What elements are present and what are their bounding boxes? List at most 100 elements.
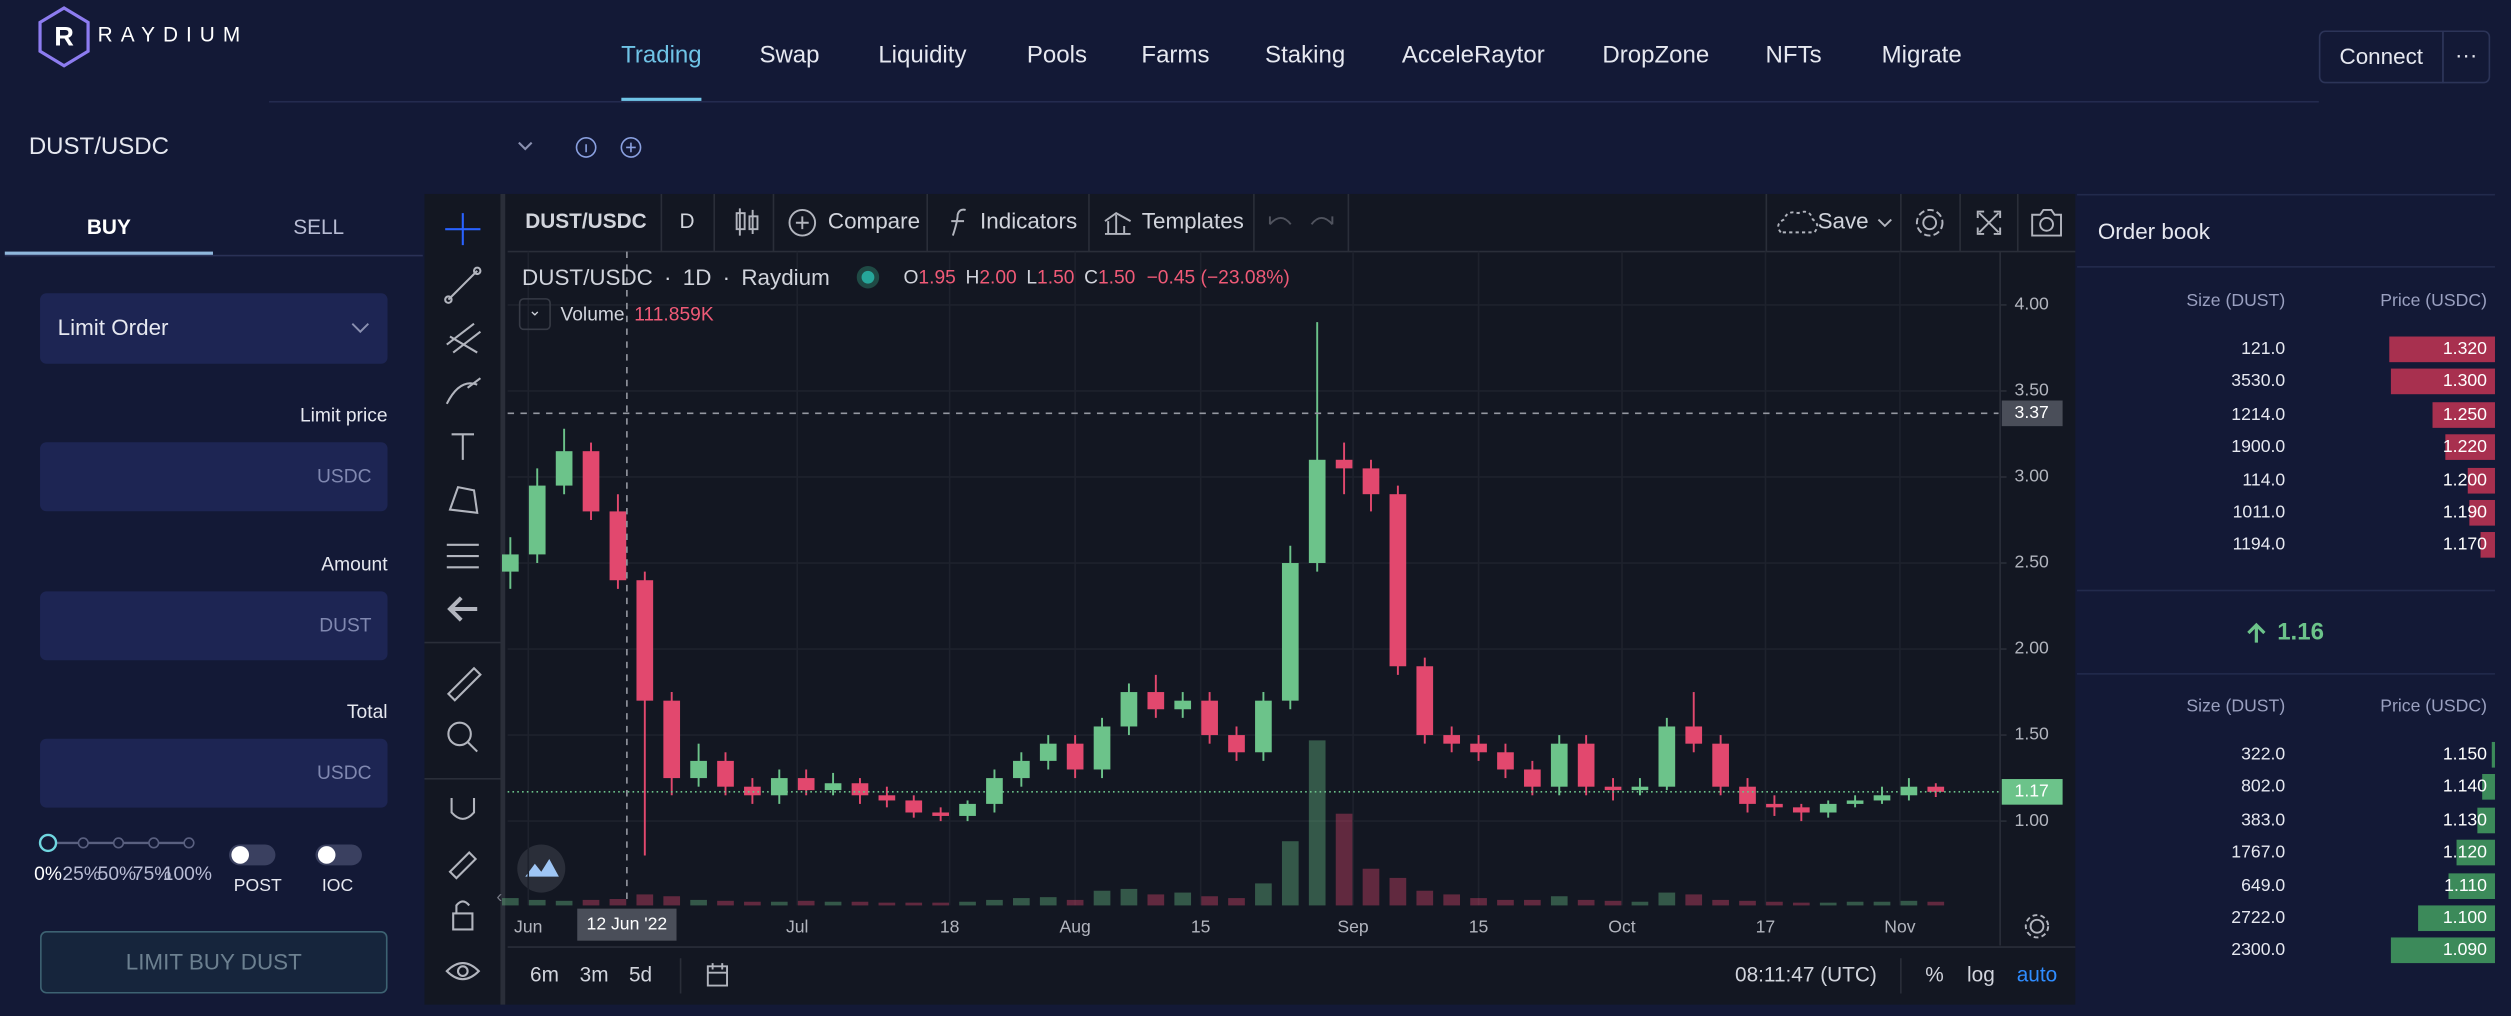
x-tick-label: Sep xyxy=(1337,916,1369,936)
toolbar-symbol[interactable]: DUST/USDC xyxy=(525,210,646,233)
nav-link[interactable]: Staking xyxy=(1265,41,1346,69)
nav-link[interactable]: Liquidity xyxy=(878,41,967,69)
nav-link[interactable]: DropZone xyxy=(1602,41,1710,69)
ob-price[interactable]: 1.250 xyxy=(2442,405,2487,425)
volume-bar xyxy=(1873,901,1891,906)
candle-body xyxy=(1013,760,1030,779)
candle-body xyxy=(1120,692,1138,727)
candle-body xyxy=(1819,803,1837,813)
ob-column-header: Price (USDC) xyxy=(2380,291,2487,311)
volume-bar xyxy=(1013,898,1030,906)
pair-select[interactable]: DUST/USDC xyxy=(28,133,169,161)
percent-slider[interactable] xyxy=(35,830,211,856)
ob-price[interactable]: 1.220 xyxy=(2442,437,2487,458)
range-button[interactable]: 5d xyxy=(629,963,652,986)
ob-price[interactable]: 1.100 xyxy=(2442,908,2487,928)
order-type-select[interactable]: Limit Order xyxy=(40,293,388,364)
candle-body xyxy=(1577,743,1595,787)
ob-depth-bar xyxy=(2469,499,2495,526)
ohlc-key: H xyxy=(965,266,980,289)
input-box[interactable]: DUST xyxy=(40,590,388,660)
scale-log[interactable]: log xyxy=(1967,963,1995,986)
ob-price[interactable]: 1.150 xyxy=(2442,745,2487,765)
candle-body xyxy=(1658,726,1676,787)
nav-link[interactable]: Pools xyxy=(1026,41,1087,69)
sell-tab[interactable]: SELL xyxy=(293,214,345,239)
volume-bar xyxy=(609,898,627,906)
volume-bar xyxy=(1819,902,1837,906)
ohlc-item: L1.50 xyxy=(1026,266,1074,288)
ob-price[interactable]: 1.130 xyxy=(2442,810,2487,830)
toolbar-interval[interactable]: D xyxy=(679,210,694,233)
field-label: Amount xyxy=(321,552,388,575)
crosshair-x-label: 12 Jun '22 xyxy=(587,913,668,933)
logo-icon[interactable]: R xyxy=(35,5,93,69)
chart-logo[interactable] xyxy=(517,844,566,893)
range-button[interactable]: 6m xyxy=(530,963,559,986)
ohlc-value: 1.50 xyxy=(1097,266,1136,289)
volume-bar xyxy=(1308,740,1326,906)
ob-price[interactable]: 1.170 xyxy=(2442,535,2487,556)
submit-button[interactable]: LIMIT BUY DUST xyxy=(40,931,388,994)
range-button[interactable]: 3m xyxy=(580,963,609,986)
volume-bar xyxy=(770,901,788,906)
volume-label: Volume xyxy=(560,302,625,326)
ob-price[interactable]: 1.190 xyxy=(2442,503,2487,523)
nav-link[interactable]: Swap xyxy=(759,41,820,69)
ob-price[interactable]: 1.090 xyxy=(2442,941,2487,961)
nav-link[interactable]: AcceleRaytor xyxy=(1401,41,1545,69)
toolbar-templates[interactable]: Templates xyxy=(1142,209,1244,234)
nav-link[interactable]: Migrate xyxy=(1881,41,1962,69)
ob-size: 1194.0 xyxy=(2232,535,2286,556)
ob-price[interactable]: 1.110 xyxy=(2444,875,2487,896)
nav-link[interactable]: Trading xyxy=(621,41,702,69)
ob-price[interactable]: 1.300 xyxy=(2442,372,2487,392)
volume-bar xyxy=(582,899,600,906)
volume-bar xyxy=(1712,899,1729,906)
input-box[interactable]: USDC xyxy=(40,442,388,512)
candle-body xyxy=(1792,807,1810,813)
candle-body xyxy=(1524,769,1541,787)
ob-price[interactable]: 1.320 xyxy=(2442,339,2487,359)
crosshair-x-tag xyxy=(577,908,677,941)
drawing-tools[interactable] xyxy=(444,213,482,981)
candle-body xyxy=(1362,468,1380,495)
ohlc-key: C xyxy=(1084,266,1098,289)
ob-price[interactable]: 1.200 xyxy=(2442,470,2487,490)
volume-bar xyxy=(1335,813,1353,906)
ob-price[interactable]: 1.140 xyxy=(2442,777,2487,798)
scale-percent[interactable]: % xyxy=(1925,963,1944,986)
volume-bar xyxy=(1927,901,1945,906)
y-tick-label: 1.50 xyxy=(2015,724,2049,744)
candle-body xyxy=(501,554,519,572)
input-box[interactable]: USDC xyxy=(40,738,388,808)
more-button[interactable]: ··· xyxy=(2442,30,2491,84)
candle-body xyxy=(905,800,923,813)
ob-size: 121.0 xyxy=(2241,339,2286,359)
candle-body xyxy=(1550,743,1568,787)
logo-text[interactable]: RAYDIUM xyxy=(97,22,249,47)
nav-link[interactable]: NFTs xyxy=(1765,41,1822,69)
toolbar-compare[interactable]: Compare xyxy=(828,209,920,234)
volume-bar xyxy=(717,900,734,906)
legend-interval: 1D xyxy=(682,264,712,291)
ob-price[interactable]: 1.120 xyxy=(2442,843,2487,863)
collapse-button[interactable]: ⌄ xyxy=(518,298,551,331)
legend-symbol: DUST/USDC xyxy=(522,264,653,291)
x-tick-label: Aug xyxy=(1059,916,1090,936)
pair-icons[interactable] xyxy=(512,135,656,161)
nav-link[interactable]: Farms xyxy=(1141,41,1210,69)
volume-bar xyxy=(1201,896,1218,906)
x-tick-label: Oct xyxy=(1608,916,1635,936)
toggles[interactable] xyxy=(227,843,371,869)
volume-bar xyxy=(1604,900,1622,906)
toolbar-indicators[interactable]: Indicators xyxy=(980,209,1077,234)
toolbar-save[interactable]: Save xyxy=(1818,209,1869,234)
ohlc-key: O xyxy=(903,266,919,289)
ob-size: 2300.0 xyxy=(2231,941,2286,961)
scale-auto[interactable]: auto xyxy=(2017,963,2058,986)
buy-tab[interactable]: BUY xyxy=(86,214,131,239)
connect-button[interactable]: Connect xyxy=(2318,30,2444,84)
toolbar-icons[interactable] xyxy=(706,208,2062,987)
collapse-arrow[interactable]: ‹ xyxy=(496,886,502,906)
